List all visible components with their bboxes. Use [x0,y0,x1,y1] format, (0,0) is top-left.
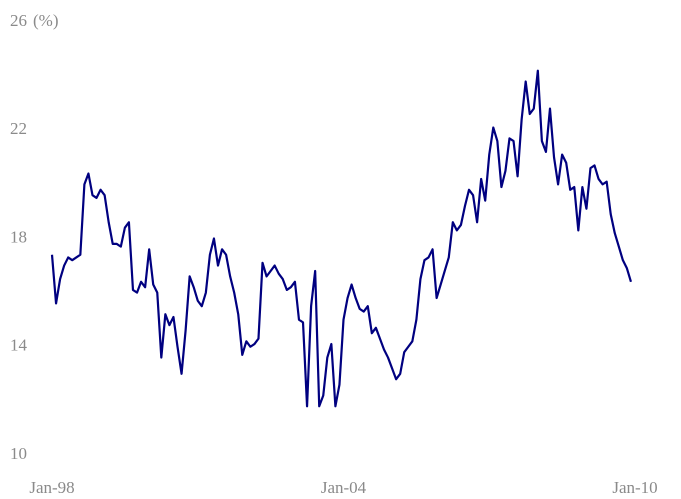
x-tick-label: Jan-10 [612,478,657,497]
x-tick-label: Jan-04 [321,478,367,497]
y-tick-label: 18 [10,227,27,246]
y-tick-label: 22 [10,119,27,138]
data-line [50,69,633,408]
y-unit: (%) [33,11,58,30]
x-tick-label: Jan-98 [29,478,74,497]
y-tick-label: 14 [10,336,28,355]
y-tick-label: 10 [10,444,27,463]
y-tick-label: 26 [10,11,27,30]
